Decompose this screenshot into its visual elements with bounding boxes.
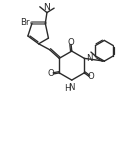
Text: O: O — [88, 72, 95, 81]
Text: N: N — [68, 83, 75, 92]
Text: O: O — [68, 38, 74, 47]
Text: N: N — [43, 3, 50, 12]
Text: O: O — [48, 69, 55, 78]
Text: N: N — [86, 54, 93, 63]
Text: H: H — [64, 84, 71, 93]
Text: Br: Br — [20, 18, 30, 27]
